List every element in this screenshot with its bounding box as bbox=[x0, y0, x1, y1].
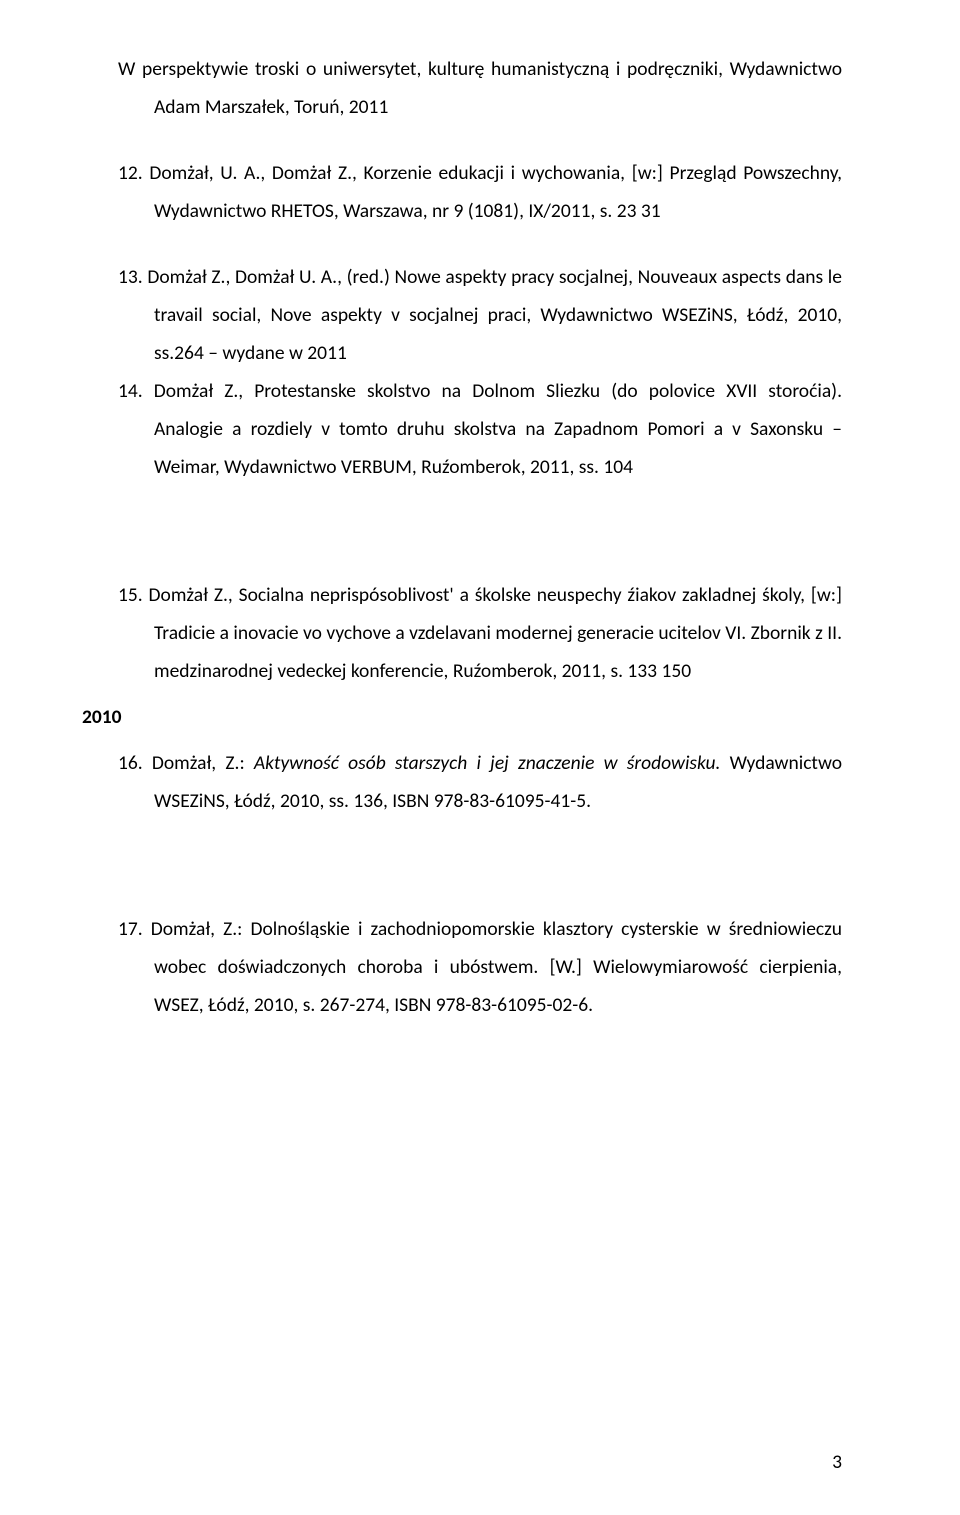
entry-text: 17. Domżał, Z.: Dolnośląskie i zachodnio… bbox=[118, 917, 842, 1017]
document-page: W perspektywie troski o uniwersytet, kul… bbox=[0, 0, 960, 1515]
entry-17: 17. Domżał, Z.: Dolnośląskie i zachodnio… bbox=[118, 910, 842, 1024]
spacer bbox=[118, 820, 842, 910]
entry-text: W perspektywie troski o uniwersytet, kul… bbox=[118, 57, 842, 119]
page-number: 3 bbox=[832, 1443, 842, 1481]
entry-11-continuation: W perspektywie troski o uniwersytet, kul… bbox=[118, 50, 842, 126]
entry-text-italic: Aktywność osób starszych i jej znaczenie… bbox=[254, 751, 721, 775]
entry-12: 12. Domżał, U. A., Domżał Z., Korzenie e… bbox=[118, 154, 842, 230]
entry-text: 14. Domżał Z., Protestanske skolstvo na … bbox=[118, 379, 842, 479]
entry-13: 13. Domżał Z., Domżał U. A., (red.) Nowe… bbox=[118, 258, 842, 372]
entry-15: 15. Domżał Z., Socialna neprispósoblivos… bbox=[118, 576, 842, 690]
spacer bbox=[118, 486, 842, 576]
entry-14: 14. Domżał Z., Protestanske skolstvo na … bbox=[118, 372, 842, 486]
year-heading: 2010 bbox=[82, 698, 842, 736]
spacer bbox=[118, 230, 842, 258]
entry-text-pre: 16. Domżał, Z.: bbox=[118, 751, 254, 775]
entry-text: 12. Domżał, U. A., Domżał Z., Korzenie e… bbox=[118, 161, 842, 223]
spacer bbox=[118, 126, 842, 154]
entry-text: 13. Domżał Z., Domżał U. A., (red.) Nowe… bbox=[118, 265, 842, 365]
page-number-value: 3 bbox=[832, 1450, 842, 1474]
entry-16: 16. Domżał, Z.: Aktywność osób starszych… bbox=[118, 744, 842, 820]
year-label: 2010 bbox=[82, 705, 122, 729]
entry-text: 15. Domżał Z., Socialna neprispósoblivos… bbox=[118, 583, 842, 683]
